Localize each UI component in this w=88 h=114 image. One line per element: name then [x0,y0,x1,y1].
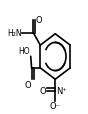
Text: O⁻: O⁻ [50,101,61,110]
Text: HO: HO [18,47,30,56]
Text: O: O [40,86,46,95]
Text: H₂N: H₂N [7,29,22,38]
Text: O: O [24,80,31,89]
Text: N⁺: N⁺ [56,86,67,95]
Text: O: O [35,16,42,25]
